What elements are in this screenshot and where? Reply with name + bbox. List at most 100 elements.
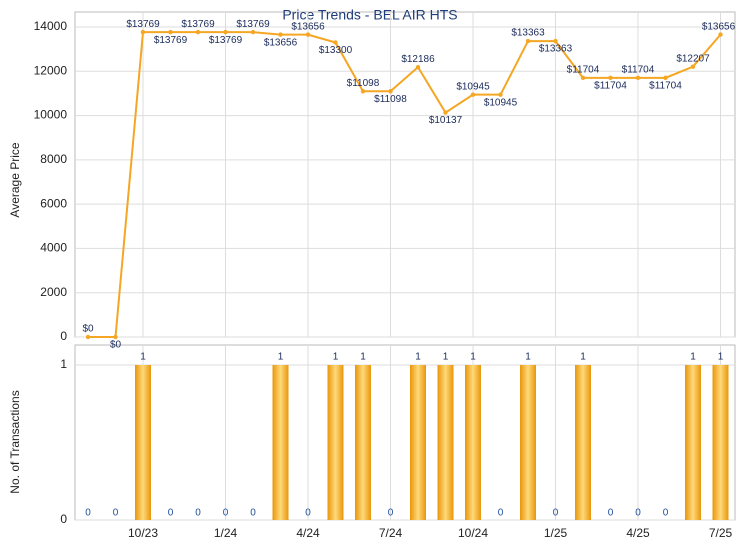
data-label: $13769: [181, 19, 215, 30]
bar: [520, 365, 536, 520]
point: [553, 38, 558, 44]
data-label: $13769: [126, 19, 160, 30]
data-label: 0: [553, 508, 559, 519]
data-label: $13363: [511, 28, 545, 39]
data-label: 1: [278, 352, 284, 363]
data-label: 0: [250, 508, 256, 519]
data-label: $11704: [622, 64, 655, 75]
y-tick-label: 4000: [40, 241, 67, 255]
point: [278, 32, 283, 37]
data-label: $11704: [649, 80, 682, 91]
point: [608, 75, 613, 81]
x-tick-label: 4/24: [296, 526, 320, 540]
point: [718, 32, 723, 37]
y-tick-label: 2000: [40, 285, 67, 299]
data-label: $13300: [319, 45, 353, 56]
x-tick-label: 1/24: [214, 526, 238, 540]
x-tick-label: 10/24: [458, 526, 488, 540]
bar: [327, 365, 344, 520]
y-tick-label: 0: [60, 329, 67, 343]
bar: [712, 365, 729, 520]
data-label: $12186: [401, 54, 435, 65]
data-label: $11098: [347, 78, 380, 89]
bar: [135, 365, 151, 520]
data-label: 0: [498, 508, 504, 519]
data-label: 0: [635, 508, 641, 519]
point: [690, 64, 696, 69]
point: [525, 38, 531, 44]
point: [663, 75, 668, 81]
bar: [410, 365, 426, 520]
data-label: 1: [718, 352, 724, 363]
x-tick-label: 7/24: [379, 526, 403, 540]
point: [635, 75, 641, 81]
point: [305, 32, 311, 37]
data-label: 1: [333, 352, 339, 363]
bar: [272, 365, 289, 520]
data-label: 1: [525, 352, 531, 363]
data-label: $13363: [539, 44, 573, 55]
y-axis-label: Average Price: [8, 142, 22, 217]
y-tick-label: 6000: [40, 196, 67, 210]
point: [168, 29, 173, 35]
data-label: $10945: [456, 81, 490, 92]
point: [443, 110, 448, 115]
data-label: 1: [140, 352, 146, 363]
x-tick-label: 4/25: [626, 526, 650, 540]
data-label: 1: [415, 352, 421, 363]
point: [140, 29, 146, 35]
data-label: 1: [690, 352, 696, 363]
data-label: 0: [388, 508, 394, 519]
bar: [437, 365, 454, 520]
x-tick-label: 7/25: [709, 526, 733, 540]
price-line: [88, 31, 722, 338]
data-label: 1: [360, 352, 366, 363]
data-label: $10137: [429, 115, 463, 126]
bar: [575, 365, 591, 520]
point: [498, 92, 503, 97]
data-label: 1: [470, 352, 476, 363]
data-label: 0: [168, 508, 174, 519]
data-label: 0: [608, 508, 614, 519]
data-label: 0: [113, 508, 119, 519]
data-label: 0: [305, 508, 311, 519]
point: [113, 334, 118, 340]
x-tick-label: 10/23: [128, 526, 158, 540]
bar: [685, 365, 701, 520]
data-label: $12207: [676, 53, 710, 64]
point: [470, 92, 476, 97]
data-label: 0: [195, 508, 201, 519]
chart-title: Price Trends - BEL AIR HTS: [282, 7, 457, 23]
point: [580, 75, 586, 81]
y-tick-label: 10000: [34, 108, 68, 122]
point: [415, 64, 421, 70]
data-label: 1: [580, 352, 586, 363]
data-label: $11098: [374, 94, 407, 105]
point: [195, 29, 201, 35]
point: [360, 89, 366, 94]
data-label: 0: [223, 508, 229, 519]
y-tick-label: 14000: [34, 19, 68, 33]
y-tick-label: 1: [60, 357, 67, 371]
y-tick-label: 8000: [40, 152, 67, 166]
data-label: $0: [82, 324, 94, 335]
data-label: $13769: [154, 35, 188, 46]
data-label: $11704: [567, 64, 600, 75]
y-tick-label: 0: [60, 512, 67, 526]
data-label: $13656: [264, 37, 298, 48]
data-label: $13656: [291, 21, 325, 32]
point: [388, 89, 393, 94]
point: [250, 29, 256, 35]
bar: [465, 365, 481, 520]
point: [223, 29, 228, 35]
point: [333, 40, 338, 45]
point: [85, 334, 91, 340]
plot-frame: [74, 344, 736, 521]
data-label: $11704: [594, 80, 627, 91]
data-label: $0: [110, 340, 122, 351]
y-axis-label: No. of Transactions: [8, 390, 22, 493]
data-label: $13769: [236, 19, 270, 30]
data-label: $10945: [484, 97, 518, 108]
data-label: 0: [663, 508, 669, 519]
